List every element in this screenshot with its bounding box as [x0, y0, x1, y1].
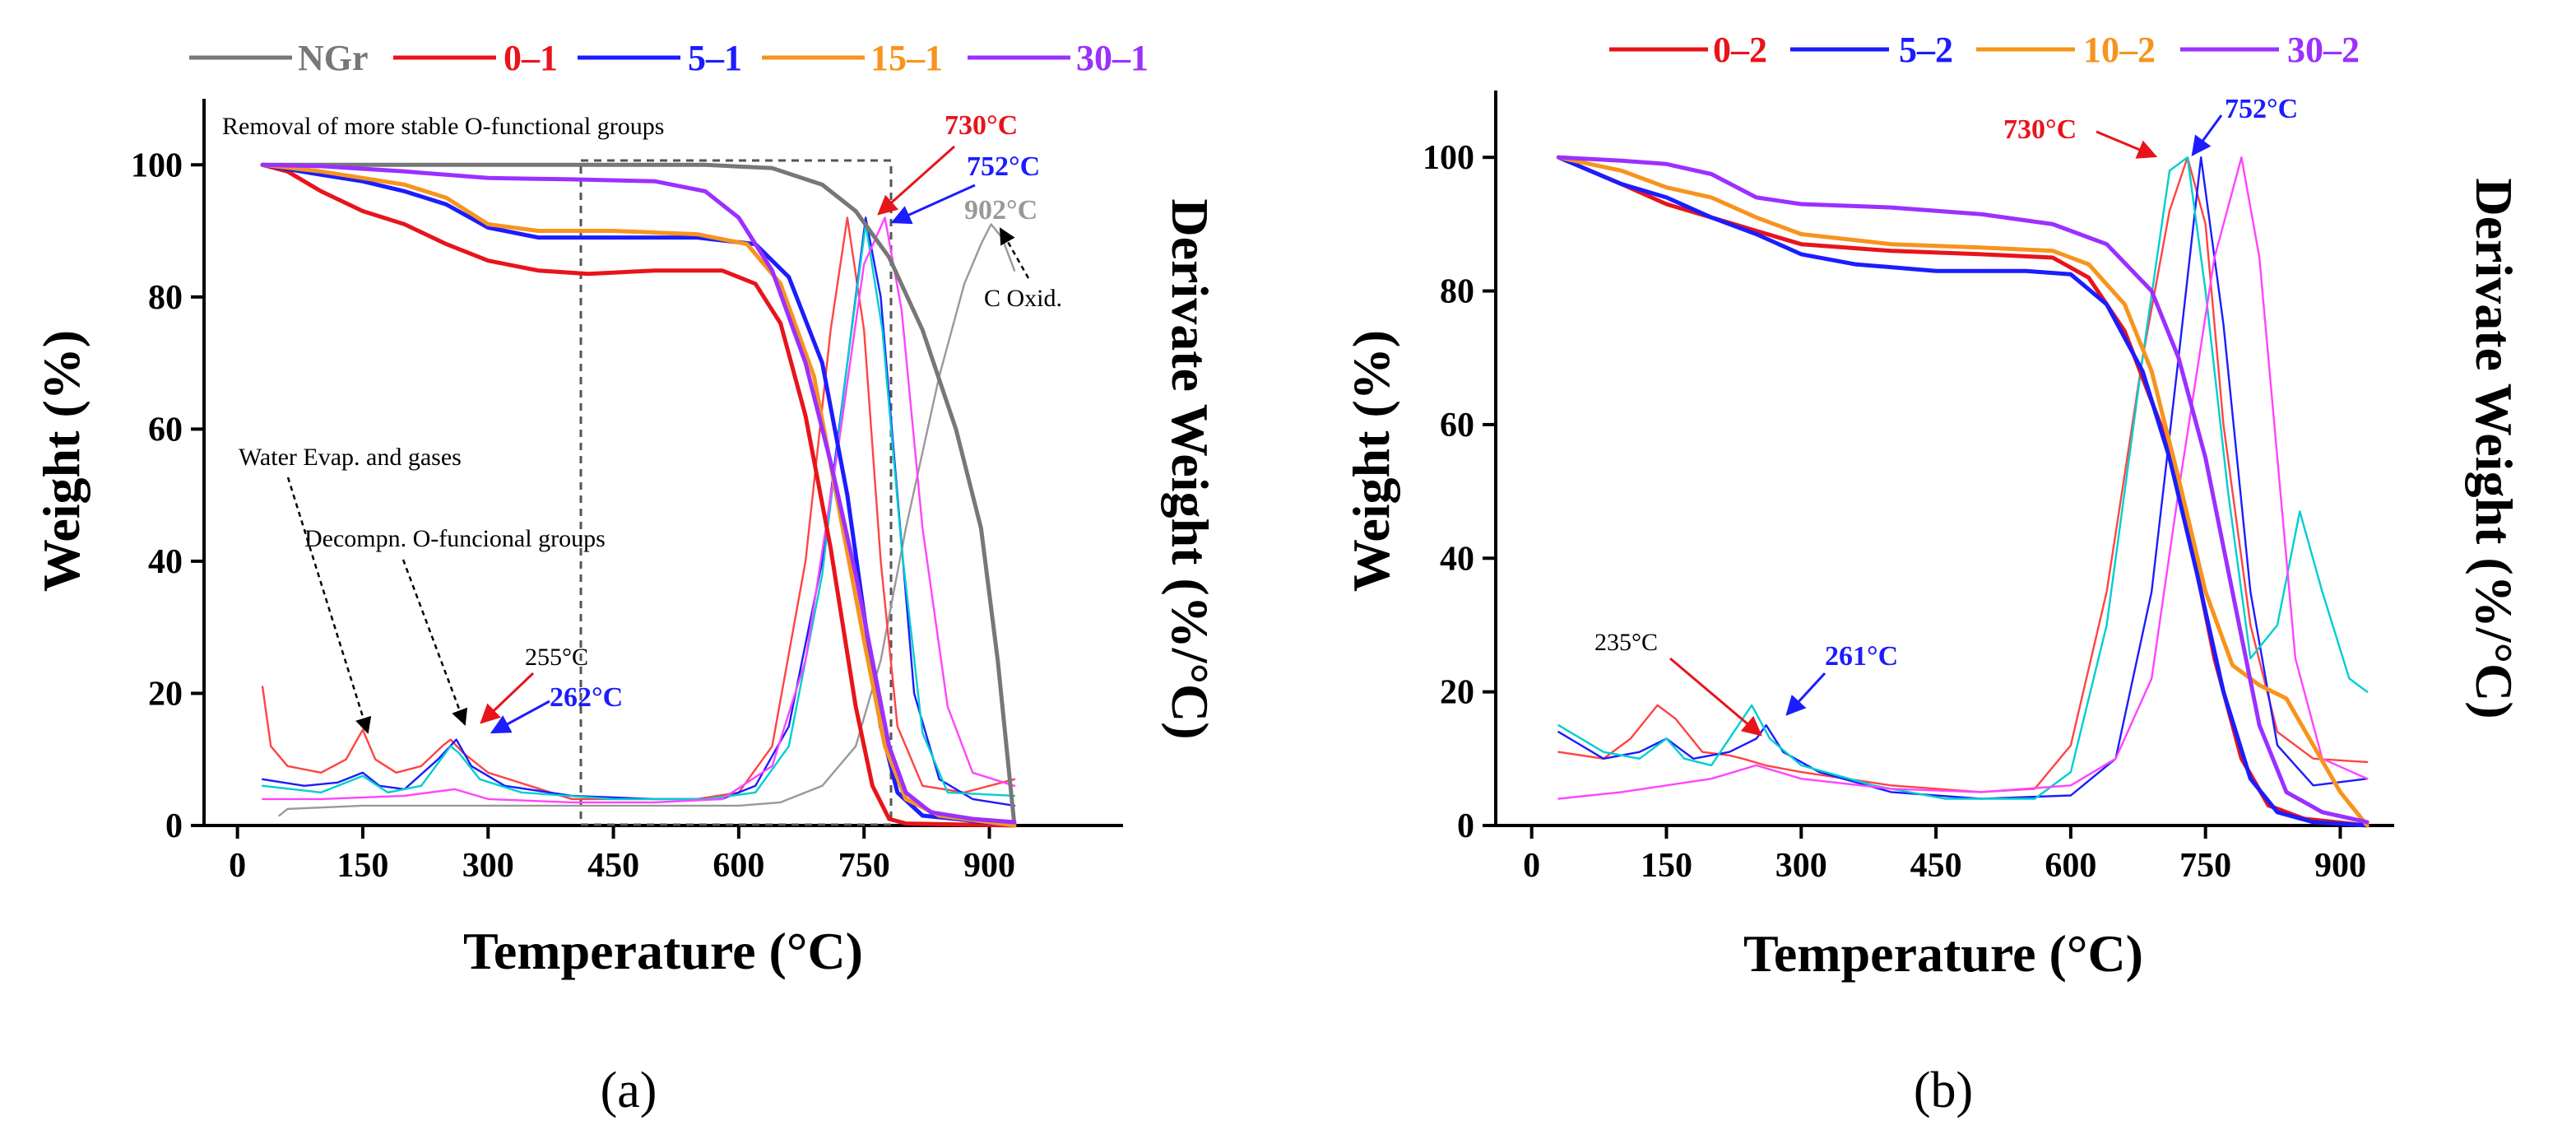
arrow-730 [877, 145, 955, 216]
x-tick-label: 900 [2314, 847, 2366, 885]
arrow-752 [2191, 114, 2223, 156]
legend-label: 0–2 [1713, 30, 1767, 70]
legend-label: 30–1 [1076, 38, 1149, 78]
x-tick-label: 750 [2179, 847, 2231, 885]
arrow-730 [2096, 130, 2158, 159]
y-tick-label: 80 [1440, 273, 1474, 311]
weight-series-ngr [260, 162, 1017, 828]
panel-label-b: (b) [1914, 1063, 1973, 1118]
legend-label: 30–2 [2287, 30, 2360, 70]
weight-series-5-2 [1556, 155, 2369, 828]
panel-b: 0–2 5–2 10–2 30–2 0 150 300 450 600 750 900 0 2… [1342, 30, 2523, 1118]
annotation-752: 752°C [967, 151, 1040, 182]
annotation-752: 752°C [2225, 94, 2298, 124]
arrow-752 [890, 184, 976, 225]
x-tick-label: 0 [229, 847, 246, 885]
weight-curves [1556, 155, 2369, 828]
arrow-235 [1669, 657, 1762, 737]
arrow-water [286, 477, 372, 734]
x-ticks: 0 150 300 450 600 750 900 [1523, 825, 2366, 885]
y-tick-label: 20 [1440, 674, 1474, 712]
arrow-decompn [401, 559, 468, 726]
x-ticks: 0 150 300 450 600 750 900 [229, 825, 1015, 885]
annotation-255: 255°C [525, 644, 588, 671]
derivative-series-5-2 [1557, 156, 2369, 800]
arrow-262 [490, 700, 550, 734]
y2-axis-title: Derivate Weight (%/°C) [2465, 178, 2523, 718]
y2-axis-title: Derivate Weight (%/°C) [1161, 198, 1219, 739]
annotation-decompn: Decompn. O-funcional groups [304, 525, 606, 552]
y-tick-label: 0 [165, 807, 183, 845]
derivative-series-ngr [278, 223, 1016, 817]
y-ticks: 0 20 40 60 80 100 [1423, 139, 1496, 845]
x-tick-label: 300 [1775, 847, 1827, 885]
y-ticks: 0 20 40 60 80 100 [131, 146, 204, 845]
panel-label-a: (a) [601, 1063, 657, 1118]
x-tick-label: 750 [838, 847, 890, 885]
weight-series-15-1 [260, 162, 1017, 828]
panel-a: NGr 0–1 5–1 15–1 30–1 0 150 300 450 600 750 90… [32, 38, 1219, 1118]
legend-a: NGr 0–1 5–1 15–1 30–1 [189, 38, 1149, 78]
x-tick-label: 450 [587, 847, 639, 885]
derivative-curves [1557, 156, 2369, 800]
weight-series-10-2 [1556, 155, 2369, 828]
arrow-261 [1785, 672, 1826, 716]
x-tick-label: 600 [2045, 847, 2096, 885]
legend-label: 5–2 [1899, 30, 1953, 70]
derivative-curves [261, 216, 1016, 817]
weight-series-30-2 [1556, 155, 2369, 825]
y-axis-title: Weight (%) [1342, 330, 1400, 592]
y-tick-label: 60 [148, 411, 183, 449]
derivative-series-30-2 [1557, 156, 2369, 800]
annotation-c-oxid: C Oxid. [984, 285, 1062, 312]
arrow-c-oxid [999, 227, 1030, 279]
annotation-902: 902°C [964, 195, 1037, 226]
y-tick-label: 100 [131, 146, 183, 184]
annotation-261: 261°C [1825, 641, 1898, 672]
weight-curves [260, 162, 1017, 828]
legend-label: 10–2 [2083, 30, 2156, 70]
x-tick-label: 300 [462, 847, 514, 885]
annotation-water: Water Evap. and gases [239, 444, 462, 471]
legend-label: NGr [298, 38, 369, 78]
annotation-262: 262°C [550, 682, 623, 713]
annotation-removal: Removal of more stable O-functional grou… [222, 113, 664, 140]
y-tick-label: 40 [1440, 540, 1474, 578]
x-tick-label: 150 [337, 847, 388, 885]
x-tick-label: 0 [1523, 847, 1540, 885]
y-tick-label: 100 [1423, 139, 1474, 177]
legend-label: 5–1 [688, 38, 742, 78]
y-tick-label: 40 [148, 543, 183, 581]
y-axis-title: Weight (%) [32, 330, 91, 592]
x-tick-label: 900 [963, 847, 1015, 885]
legend-label: 15–1 [870, 38, 943, 78]
annotation-235: 235°C [1594, 629, 1658, 656]
weight-series-30-1 [260, 162, 1017, 825]
x-tick-label: 150 [1641, 847, 1692, 885]
weight-series-0-1 [260, 162, 1017, 828]
x-axis-title: Temperature (°C) [1743, 924, 2143, 983]
highlight-box [579, 159, 893, 826]
y-tick-label: 0 [1457, 807, 1474, 845]
x-axis-title: Temperature (°C) [463, 922, 863, 980]
y-tick-label: 60 [1440, 407, 1474, 444]
arrow-255 [480, 672, 535, 724]
y-tick-label: 80 [148, 279, 183, 317]
legend-label: 0–1 [504, 38, 558, 78]
weight-series-5-1 [260, 162, 1017, 828]
derivative-series-30-1 [261, 216, 1016, 804]
derivative-series-10-2 [1557, 156, 2369, 800]
x-tick-label: 600 [712, 847, 764, 885]
annotation-730: 730°C [945, 110, 1018, 141]
annotation-730: 730°C [2003, 114, 2077, 145]
x-tick-label: 450 [1910, 847, 1962, 885]
y-tick-label: 20 [148, 675, 183, 713]
legend-b: 0–2 5–2 10–2 30–2 [1609, 30, 2360, 70]
